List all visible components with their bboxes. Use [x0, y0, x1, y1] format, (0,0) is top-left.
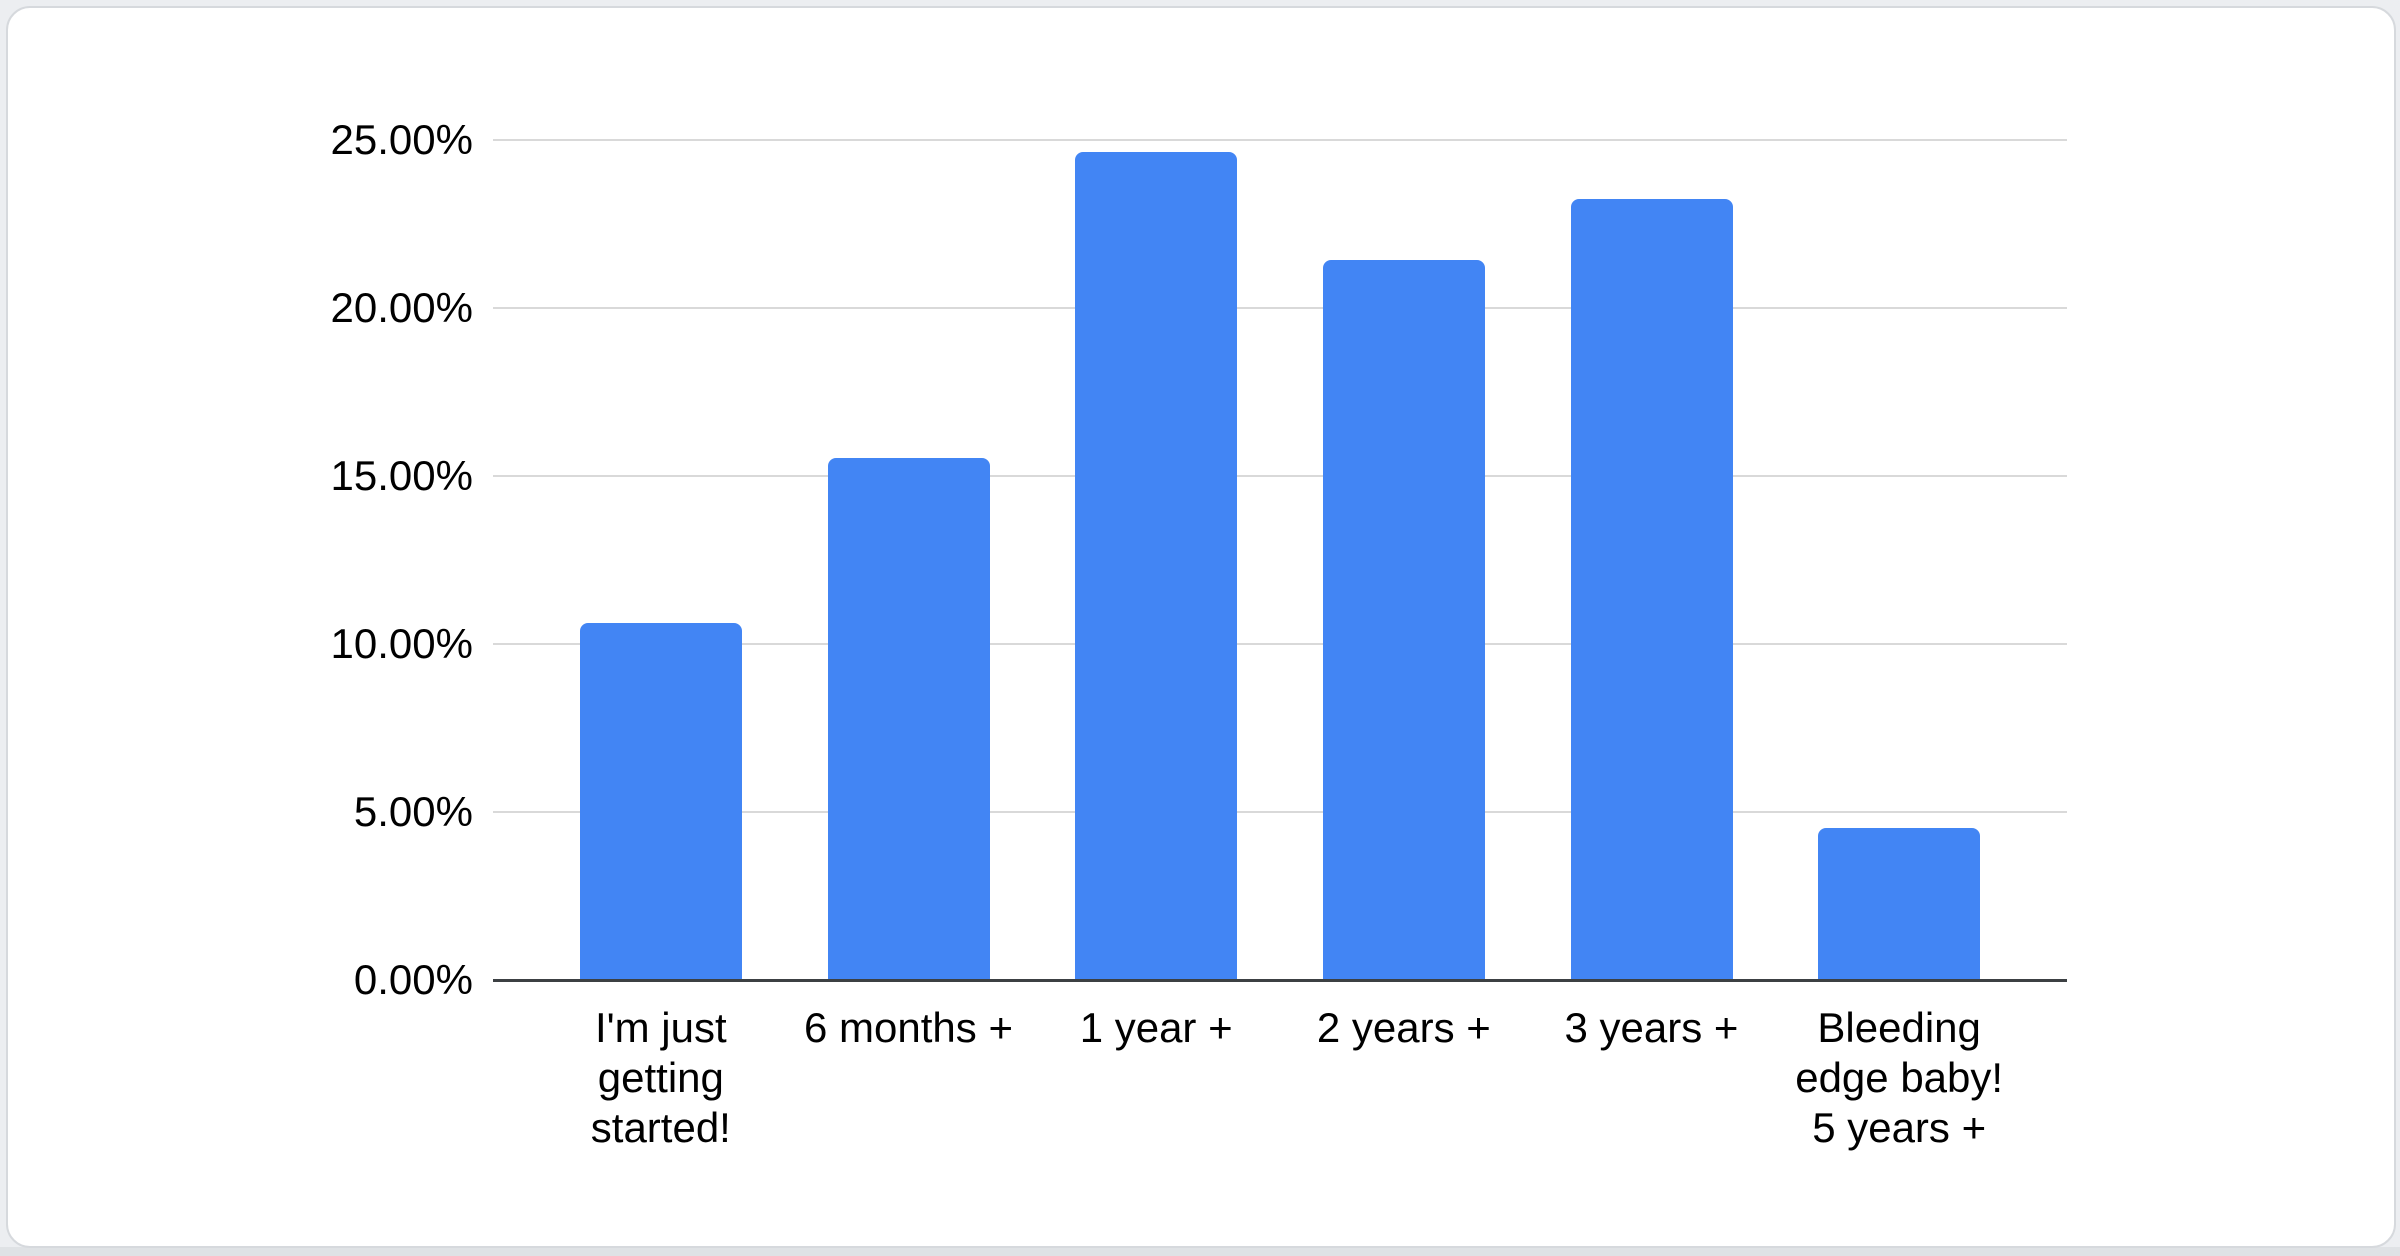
x-axis-line: [493, 979, 2067, 982]
gridline: [493, 643, 2067, 645]
x-axis-tick-label-line: started!: [590, 1104, 731, 1151]
page-bottom-strip: [0, 1247, 2400, 1256]
bar-3: [1075, 152, 1238, 980]
gridline: [493, 307, 2067, 309]
bar-5: [1570, 199, 1733, 980]
x-axis-tick-label-line: 2 years +: [1316, 1004, 1491, 1051]
x-axis-tick-label: 6 months +: [739, 1003, 1079, 1053]
gridline: [493, 139, 2067, 141]
x-axis-tick-label: 1 year +: [986, 1003, 1326, 1053]
y-axis-tick-label: 15.00%: [330, 452, 473, 499]
bar-6: [1818, 827, 1981, 980]
x-axis-tick-label-line: Bleeding: [1817, 1004, 1981, 1051]
gridline: [493, 811, 2067, 813]
y-axis-tick-label: 10.00%: [330, 620, 473, 667]
bar-4: [1322, 259, 1485, 980]
x-axis-tick-label-line: edge baby!: [1795, 1054, 2004, 1101]
gridline: [493, 475, 2067, 477]
x-axis-tick-label-line: 6 months +: [804, 1004, 1013, 1051]
bar-1: [579, 622, 742, 980]
x-axis-tick-label-line: getting: [597, 1054, 724, 1101]
x-axis-tick-label: Bleeding edge baby! 5 years +: [1729, 1003, 2069, 1153]
bar-2: [827, 458, 990, 980]
x-axis-tick-label-line: 1 year +: [1079, 1004, 1233, 1051]
x-axis-tick-label: I'm just getting started!: [491, 1003, 831, 1153]
x-axis-tick-label-line: 5 years +: [1812, 1104, 1987, 1151]
x-axis-tick-label: 3 years +: [1482, 1003, 1822, 1053]
x-axis-tick-label: 2 years +: [1234, 1003, 1574, 1053]
x-axis-tick-label-line: I'm just: [594, 1004, 727, 1051]
y-axis-tick-label: 0.00%: [353, 956, 473, 1003]
x-axis-tick-label-line: 3 years +: [1564, 1004, 1739, 1051]
y-axis-tick-label: 5.00%: [353, 788, 473, 835]
y-axis-tick-label: 25.00%: [330, 116, 473, 163]
y-axis-tick-label: 20.00%: [330, 284, 473, 331]
